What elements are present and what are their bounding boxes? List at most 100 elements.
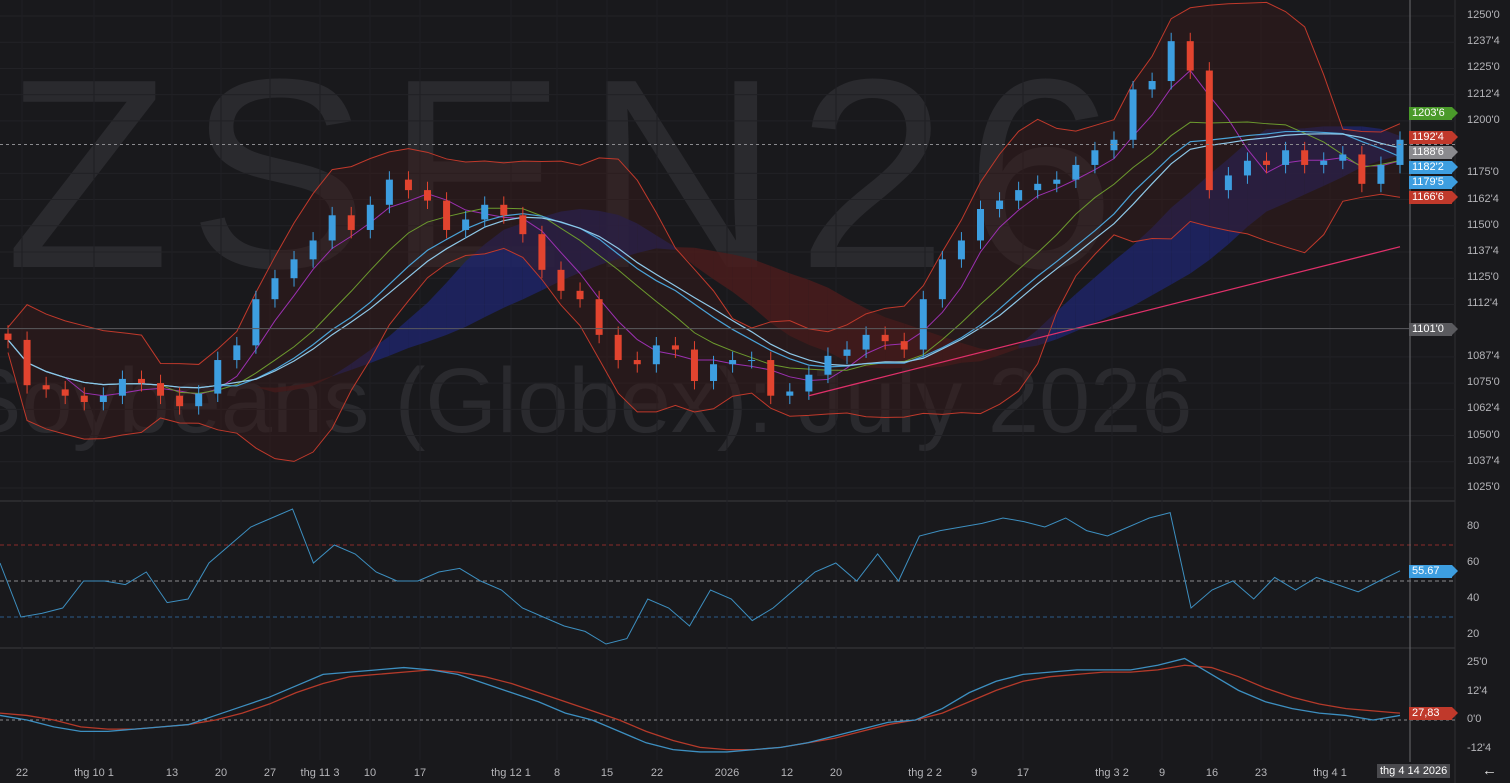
ichimoku-cloud-segment: [808, 279, 828, 352]
time-tick-label: 20: [829, 767, 843, 779]
candle-body: [1377, 164, 1385, 184]
price-tick-label: 1250'0: [1467, 9, 1500, 21]
macd-tick-label: 0'0: [1467, 713, 1482, 725]
ichimoku-cloud-segment: [1361, 126, 1381, 168]
price-tick-label: 1137'4: [1467, 245, 1499, 257]
ichimoku-cloud-segment: [618, 214, 638, 259]
time-tick-label: 16: [1205, 767, 1219, 779]
candle-body: [271, 278, 279, 300]
candle-body: [957, 240, 965, 260]
ichimoku-cloud-segment: [1113, 245, 1134, 315]
candle-body: [881, 334, 889, 342]
rsi-tick-label: 60: [1467, 556, 1480, 568]
candle-body: [1015, 190, 1023, 201]
ichimoku-cloud-segment: [713, 251, 733, 292]
candle-body: [309, 240, 317, 260]
candle-body: [61, 389, 69, 396]
candle-body: [290, 259, 298, 279]
bollinger-lower-line: [7, 193, 1401, 462]
time-tick-label: 12: [780, 767, 794, 779]
ichimoku-cloud-segment: [255, 387, 275, 393]
ichimoku-cloud-segment: [599, 210, 619, 266]
time-tick-label: thg 12 1: [491, 767, 531, 779]
candle-body: [385, 179, 393, 205]
candle-body: [862, 334, 870, 350]
ichimoku-cloud-segment: [827, 287, 848, 362]
price-tick-label: 1150'0: [1467, 218, 1499, 231]
candle-body: [748, 360, 756, 362]
time-tick-label: 13: [165, 767, 179, 779]
candle-body: [614, 334, 622, 361]
candle-body: [1186, 41, 1194, 71]
crosshair-date-label: thg 4 14 2026: [1377, 764, 1451, 778]
macd-line: [0, 657, 1401, 753]
ichimoku-cloud-segment: [923, 330, 943, 369]
candle-body: [23, 339, 31, 386]
candle-body: [137, 378, 145, 384]
time-tick-label: 20: [214, 767, 228, 779]
ichimoku-cloud-segment: [522, 216, 542, 300]
candle-body: [1205, 70, 1213, 191]
price-tick-label: 1125'0: [1467, 271, 1499, 284]
price-tick-label: 1087'4: [1467, 349, 1500, 362]
ichimoku-cloud-segment: [656, 235, 676, 250]
ichimoku-cloud-segment: [580, 208, 600, 273]
time-tick-label: 17: [1016, 767, 1030, 779]
candle-body: [710, 364, 718, 382]
price-tick-label: 1175'0: [1467, 166, 1499, 179]
ichimoku-cloud-segment: [770, 265, 790, 336]
time-tick-label: 22: [650, 767, 664, 779]
candle-body: [1243, 160, 1251, 176]
price-tick-label: 1200'0: [1467, 113, 1500, 126]
time-tick-label: 2026: [714, 767, 740, 779]
ichimoku-cloud-segment: [465, 244, 485, 327]
candle-body: [481, 204, 489, 220]
time-tick-label: thg 2 2: [908, 767, 942, 779]
ichimoku-cloud-segment: [1171, 191, 1191, 285]
macd-value-label: 27,83: [1409, 707, 1458, 721]
ichimoku-cloud-segment: [1266, 129, 1286, 212]
candle-body: [404, 179, 412, 191]
candle-body: [1148, 81, 1156, 90]
candle-body: [1396, 139, 1404, 165]
candle-body: [938, 259, 946, 300]
ichimoku-cloud-segment: [427, 282, 447, 342]
ichimoku-cloud-segment: [1380, 128, 1400, 161]
ichimoku-cloud-segment: [1075, 277, 1095, 332]
ichimoku-cloud-segment: [1133, 227, 1153, 307]
scroll-to-latest-arrow-icon[interactable]: ←: [1482, 762, 1497, 779]
price-tick-label: 1225'0: [1467, 61, 1500, 74]
candle-body: [1301, 150, 1309, 165]
ichimoku-cloud-segment: [1247, 129, 1267, 227]
candle-body: [1167, 41, 1175, 82]
candle-body: [729, 360, 737, 365]
price-label: 1192'4: [1409, 130, 1458, 144]
ichimoku-cloud-segment: [1094, 260, 1114, 323]
candle-body: [767, 360, 775, 396]
time-tick-label: 23: [1254, 767, 1268, 779]
rsi-line: [0, 508, 1401, 645]
candle-body: [1129, 89, 1137, 140]
candle-body: [1320, 160, 1328, 165]
time-tick-label: 9: [1158, 767, 1166, 779]
macd-tick-label: 25'0: [1467, 656, 1488, 668]
candle-body: [996, 200, 1004, 209]
candle-body: [1339, 154, 1347, 161]
candle-body: [443, 200, 451, 230]
candle-body: [1053, 179, 1061, 184]
candle-body: [633, 360, 641, 365]
ichimoku-cloud-segment: [694, 247, 714, 280]
ichimoku-cloud-segment: [1323, 126, 1343, 186]
price-label: 1101'0: [1409, 322, 1458, 336]
ichimoku-cloud-segment: [866, 308, 886, 369]
candle-body: [538, 234, 546, 270]
candle-body: [671, 345, 679, 350]
time-tick-label: 17: [413, 767, 427, 779]
ichimoku-cloud-segment: [961, 342, 981, 363]
rsi-tick-label: 20: [1467, 628, 1480, 640]
candle-body: [1110, 139, 1118, 151]
ichimoku-cloud-segment: [274, 385, 295, 393]
candle-body: [1282, 150, 1290, 165]
time-tick-label: 15: [600, 767, 614, 779]
